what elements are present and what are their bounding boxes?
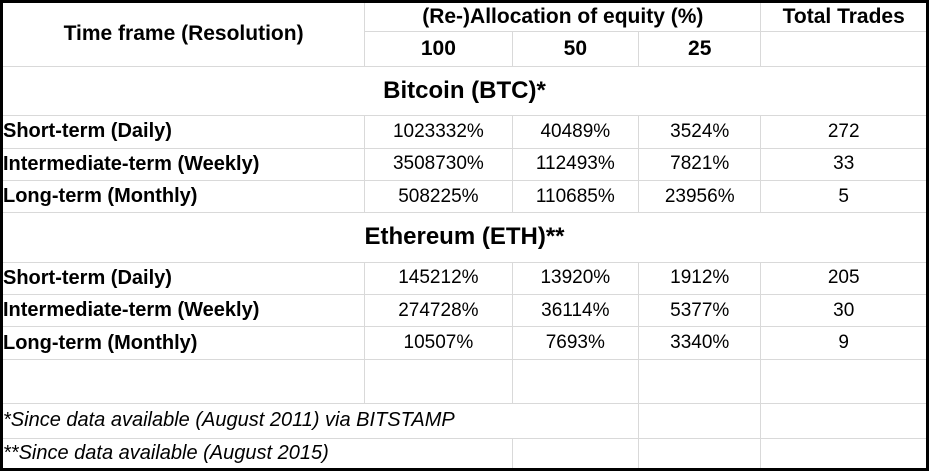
value-cell: 1023332% bbox=[364, 115, 513, 149]
value-cell: 7821% bbox=[638, 147, 762, 181]
value-cell: 3524% bbox=[638, 115, 762, 149]
value-cell: 112493% bbox=[511, 147, 640, 181]
trades-cell: 30 bbox=[760, 294, 928, 328]
allocation-level-25-cell: 25 bbox=[638, 31, 762, 67]
table-row: Intermediate-term (Weekly) 3508730% 1124… bbox=[0, 147, 928, 181]
value-cell: 508225% bbox=[364, 179, 513, 214]
value-cell: 145212% bbox=[364, 261, 513, 296]
empty-cell bbox=[760, 403, 928, 439]
empty-cell bbox=[638, 358, 762, 405]
empty-cell bbox=[760, 358, 928, 405]
trades-cell: 33 bbox=[760, 147, 928, 181]
row-label: Long-term (Monthly) bbox=[0, 326, 366, 360]
footnote-eth-since: **Since data available (August 2015) bbox=[1, 437, 513, 471]
empty-cell bbox=[0, 358, 366, 405]
trades-cell: 5 bbox=[760, 179, 928, 214]
footnote-row-1: *Since data available (August 2011) via … bbox=[0, 403, 928, 439]
total-trades-header-cell: Total Trades bbox=[760, 0, 928, 33]
timeframe-header-cell: Time frame (Resolution) bbox=[0, 1, 366, 67]
empty-cell bbox=[511, 358, 640, 405]
value-cell: 23956% bbox=[638, 179, 762, 214]
row-label: Intermediate-term (Weekly) bbox=[0, 147, 366, 181]
section-header-bitcoin: Bitcoin (BTC)* bbox=[1, 65, 928, 117]
empty-cell bbox=[511, 437, 640, 471]
allocation-level-100-cell: 100 bbox=[364, 31, 513, 67]
value-cell: 274728% bbox=[364, 294, 513, 328]
value-cell: 10507% bbox=[364, 326, 513, 360]
header-row-1: Time frame (Resolution) (Re-)Allocation … bbox=[0, 0, 928, 67]
empty-cell bbox=[638, 403, 762, 439]
footnote-row-2: **Since data available (August 2015) bbox=[1, 437, 928, 471]
empty-cell bbox=[364, 358, 513, 405]
empty-cell bbox=[638, 437, 762, 471]
bitcoin-section-title: Bitcoin (BTC)* bbox=[1, 65, 928, 117]
empty-cell bbox=[760, 437, 928, 471]
row-label: Long-term (Monthly) bbox=[0, 179, 366, 214]
table-row: Short-term (Daily) 1023332% 40489% 3524%… bbox=[0, 115, 928, 149]
value-cell: 1912% bbox=[638, 261, 762, 296]
allocation-level-50-cell: 50 bbox=[511, 31, 640, 67]
table-row: Long-term (Monthly) 508225% 110685% 2395… bbox=[0, 179, 928, 214]
row-label: Short-term (Daily) bbox=[0, 261, 366, 296]
value-cell: 36114% bbox=[511, 294, 640, 328]
value-cell: 5377% bbox=[638, 294, 762, 328]
table-row: Long-term (Monthly) 10507% 7693% 3340% 9 bbox=[0, 326, 928, 360]
value-cell: 110685% bbox=[511, 179, 640, 214]
value-cell: 40489% bbox=[511, 115, 640, 149]
trades-cell: 272 bbox=[760, 115, 928, 149]
value-cell: 7693% bbox=[511, 326, 640, 360]
table-row: Short-term (Daily) 145212% 13920% 1912% … bbox=[0, 261, 928, 296]
table-row: Intermediate-term (Weekly) 274728% 36114… bbox=[0, 294, 928, 328]
allocation-header-cell: (Re-)Allocation of equity (%) bbox=[364, 0, 762, 33]
value-cell: 3340% bbox=[638, 326, 762, 360]
trades-cell: 205 bbox=[760, 261, 928, 296]
spacer-row bbox=[0, 358, 928, 405]
trades-cell: 9 bbox=[760, 326, 928, 360]
row-label: Intermediate-term (Weekly) bbox=[0, 294, 366, 328]
footnote-bitstamp: *Since data available (August 2011) via … bbox=[0, 403, 640, 439]
value-cell: 3508730% bbox=[364, 147, 513, 181]
empty-cell bbox=[760, 31, 928, 67]
ethereum-section-title: Ethereum (ETH)** bbox=[1, 212, 928, 263]
row-label: Short-term (Daily) bbox=[0, 115, 366, 149]
header-row-2: 100 50 25 bbox=[2, 31, 928, 67]
section-header-ethereum: Ethereum (ETH)** bbox=[1, 212, 928, 263]
value-cell: 13920% bbox=[511, 261, 640, 296]
